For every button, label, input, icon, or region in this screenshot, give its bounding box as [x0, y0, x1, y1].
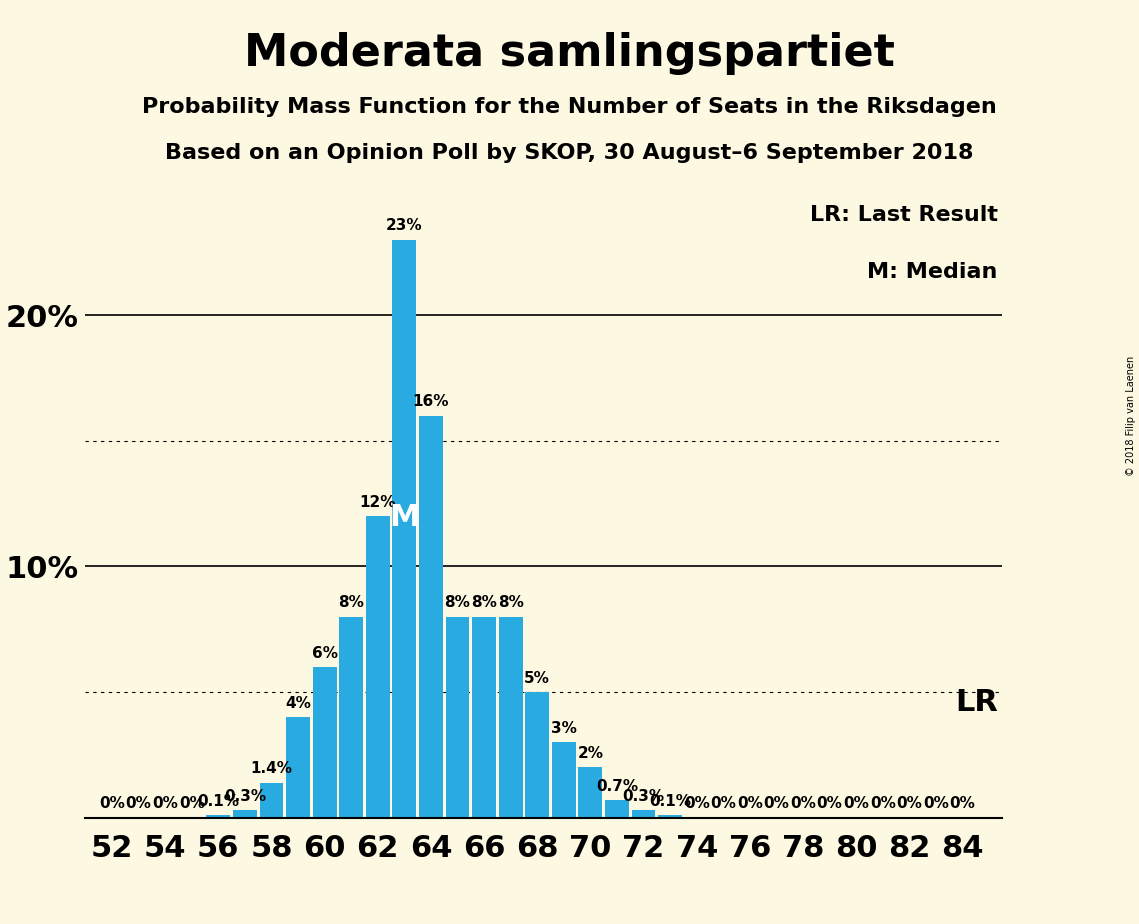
Text: 1.4%: 1.4% — [251, 761, 293, 776]
Text: LR: LR — [954, 688, 998, 717]
Text: LR: Last Result: LR: Last Result — [810, 205, 998, 225]
Text: 23%: 23% — [386, 218, 423, 234]
Bar — [605, 800, 629, 818]
Text: © 2018 Filip van Laenen: © 2018 Filip van Laenen — [1126, 356, 1136, 476]
Text: 0%: 0% — [923, 796, 949, 811]
Text: Based on an Opinion Poll by SKOP, 30 August–6 September 2018: Based on an Opinion Poll by SKOP, 30 Aug… — [165, 143, 974, 164]
Bar — [260, 783, 284, 818]
Text: 8%: 8% — [498, 595, 524, 611]
Bar — [339, 616, 363, 818]
Bar — [499, 616, 523, 818]
Bar — [232, 810, 256, 818]
Bar — [472, 616, 495, 818]
Text: 0%: 0% — [153, 796, 178, 811]
Text: 0.1%: 0.1% — [649, 794, 691, 808]
Text: 0%: 0% — [950, 796, 975, 811]
Text: 6%: 6% — [312, 646, 337, 661]
Text: 0%: 0% — [99, 796, 125, 811]
Text: 0%: 0% — [179, 796, 205, 811]
Bar — [445, 616, 469, 818]
Bar — [419, 416, 443, 818]
Text: 8%: 8% — [338, 595, 364, 611]
Text: 0%: 0% — [125, 796, 151, 811]
Text: 0%: 0% — [843, 796, 869, 811]
Bar — [631, 810, 655, 818]
Bar — [286, 717, 310, 818]
Text: M: Median: M: Median — [868, 261, 998, 282]
Text: 3%: 3% — [551, 721, 576, 736]
Text: 0%: 0% — [763, 796, 789, 811]
Text: 8%: 8% — [444, 595, 470, 611]
Text: 0.1%: 0.1% — [197, 794, 239, 808]
Text: 0.7%: 0.7% — [596, 779, 638, 794]
Text: 2%: 2% — [577, 747, 604, 761]
Text: 16%: 16% — [412, 395, 449, 409]
Text: 0%: 0% — [737, 796, 763, 811]
Text: 4%: 4% — [285, 696, 311, 711]
Text: 0%: 0% — [896, 796, 923, 811]
Bar — [392, 239, 416, 818]
Text: 0%: 0% — [817, 796, 843, 811]
Bar — [551, 742, 575, 818]
Text: 5%: 5% — [524, 671, 550, 686]
Text: 0.3%: 0.3% — [224, 789, 265, 804]
Text: Moderata samlingspartiet: Moderata samlingspartiet — [244, 32, 895, 76]
Text: M: M — [390, 503, 419, 531]
Text: 0%: 0% — [711, 796, 736, 811]
Bar — [366, 517, 390, 818]
Bar — [579, 768, 603, 818]
Text: 0.3%: 0.3% — [623, 789, 664, 804]
Bar — [525, 692, 549, 818]
Bar — [312, 667, 336, 818]
Text: 0%: 0% — [683, 796, 710, 811]
Text: 0%: 0% — [870, 796, 895, 811]
Text: 8%: 8% — [472, 595, 497, 611]
Text: 12%: 12% — [360, 495, 396, 510]
Bar — [206, 815, 230, 818]
Text: 0%: 0% — [790, 796, 816, 811]
Text: Probability Mass Function for the Number of Seats in the Riksdagen: Probability Mass Function for the Number… — [142, 97, 997, 117]
Bar — [658, 815, 682, 818]
